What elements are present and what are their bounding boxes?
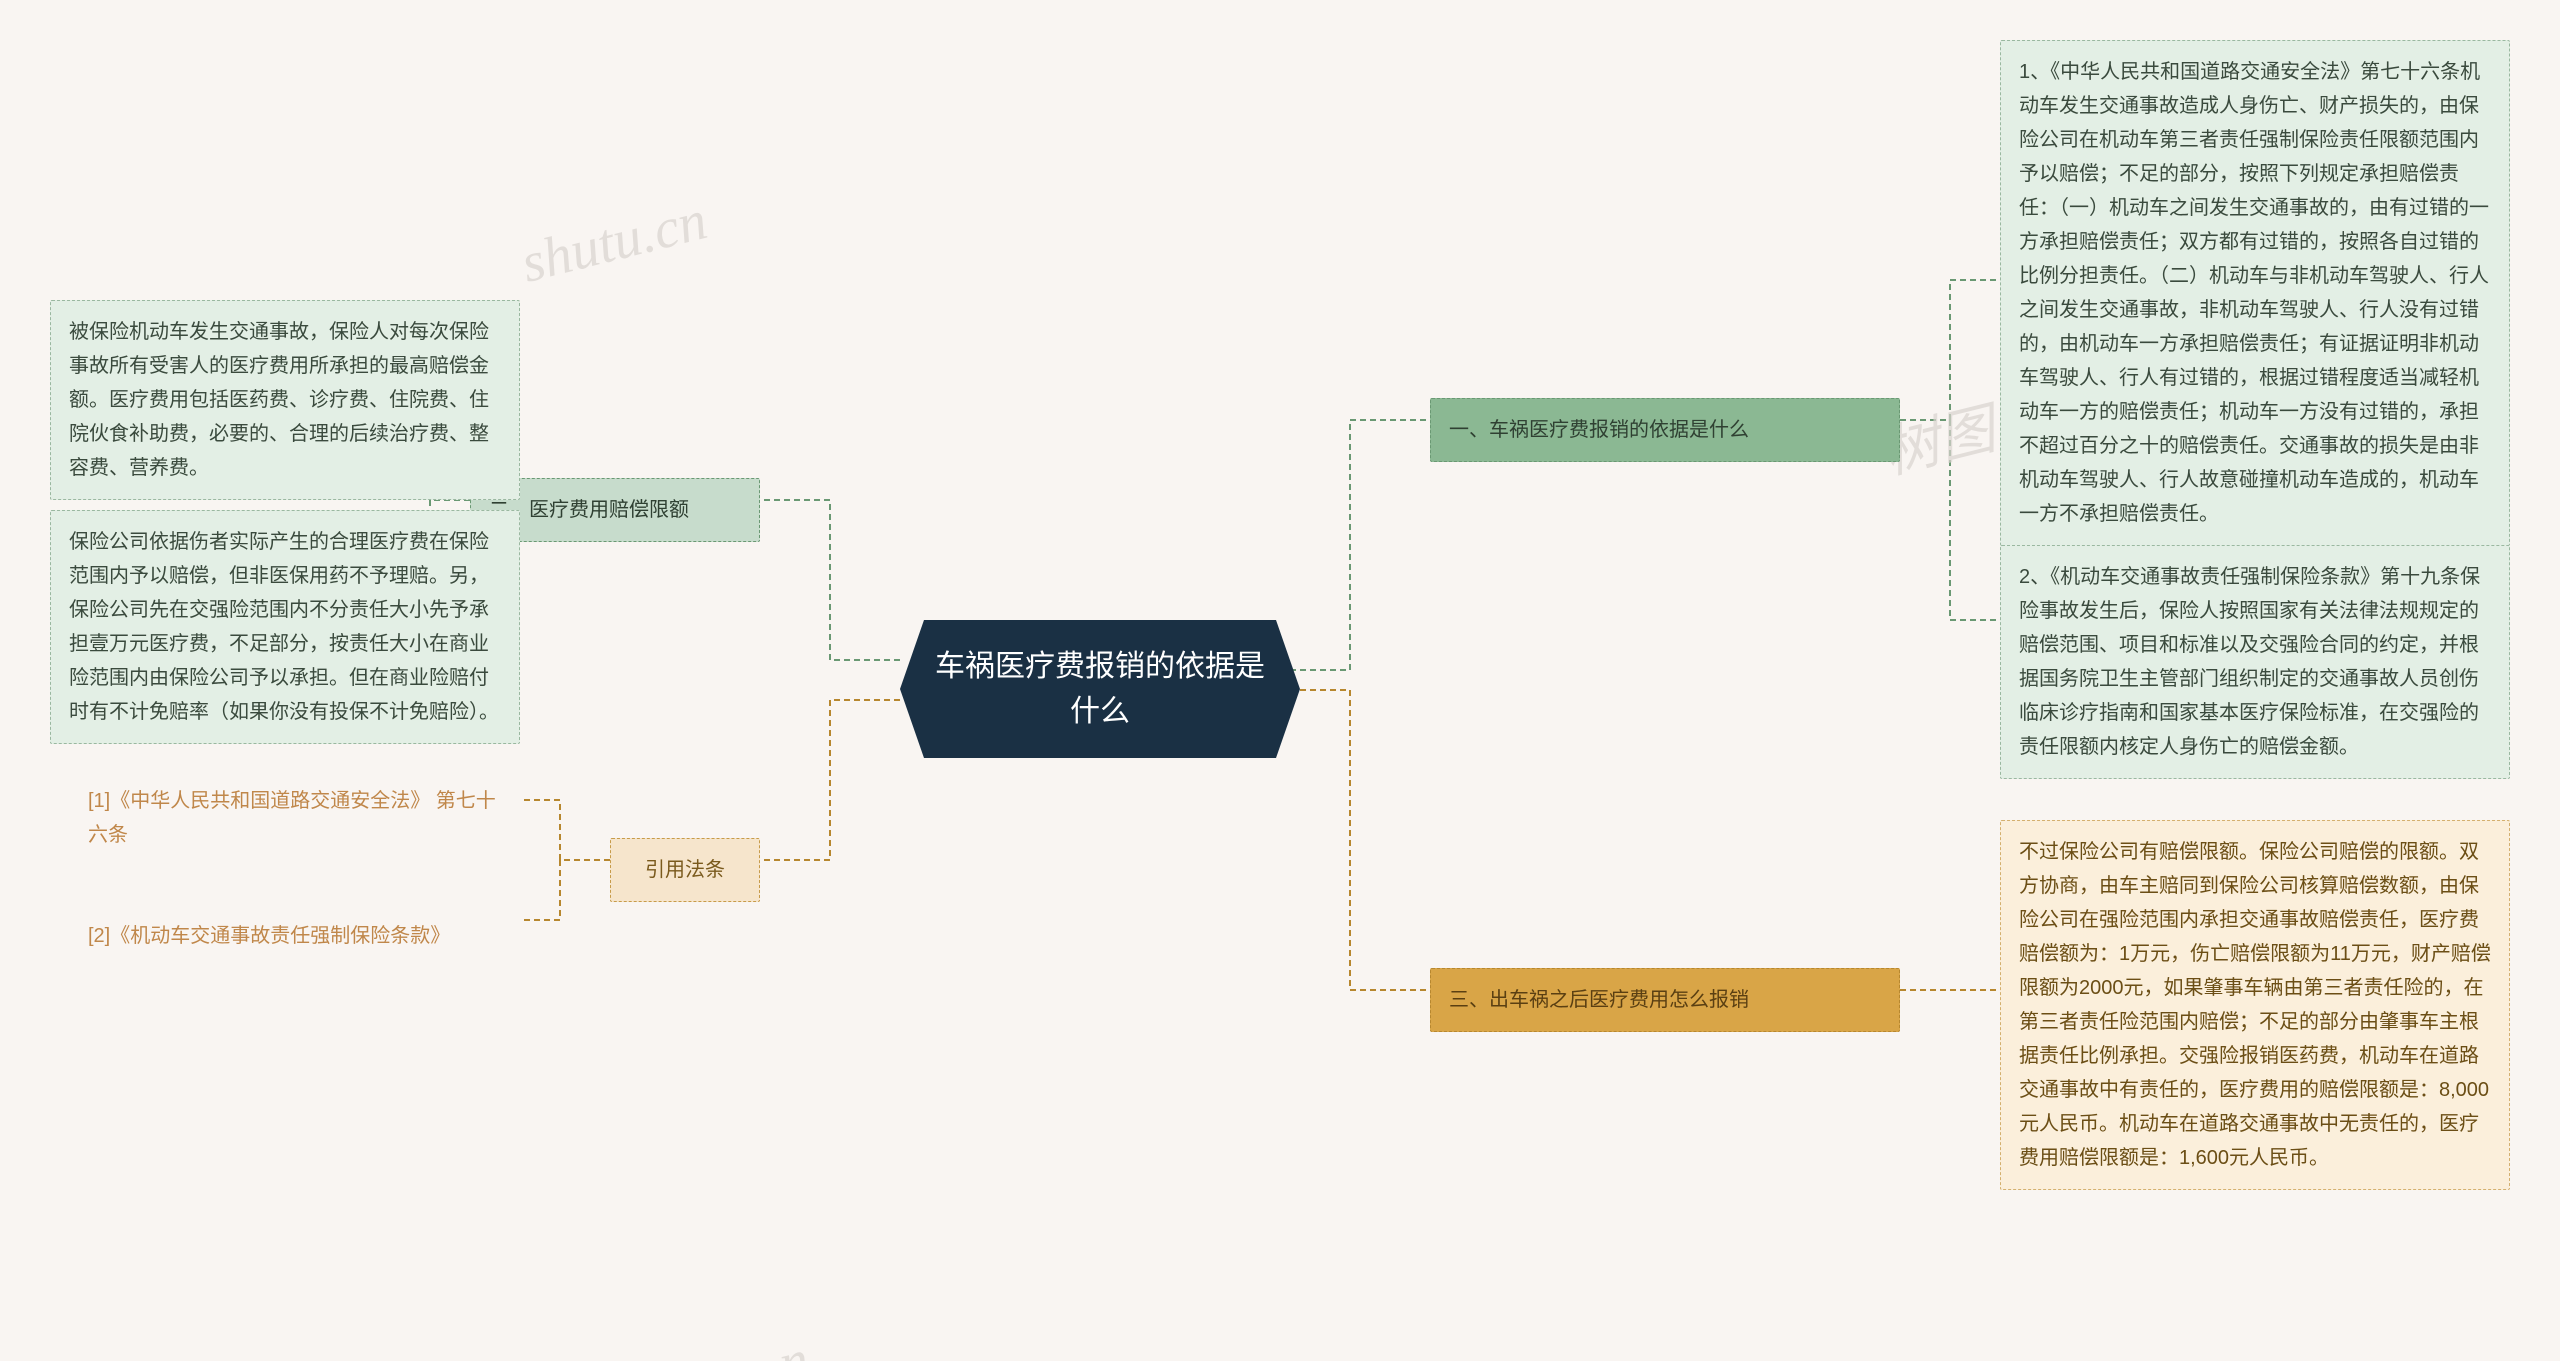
branch-3-leaf-1: 不过保险公司有赔偿限额。保险公司赔偿的限额。双方协商，由车主赔同到保险公司核算赔… [2000,820,2510,1190]
refs-leaf-2: [2]《机动车交通事故责任强制保险条款》 [70,905,520,967]
center-node[interactable]: 车祸医疗费报销的依据是什么 [900,620,1300,758]
branch-3[interactable]: 三、出车祸之后医疗费用怎么报销 [1430,968,1900,1032]
watermark-3: n [773,1328,816,1361]
branch-1[interactable]: 一、车祸医疗费报销的依据是什么 [1430,398,1900,462]
refs-leaf-1: [1]《中华人民共和国道路交通安全法》 第七十六条 [70,770,520,866]
branch-1-leaf-2: 2、《机动车交通事故责任强制保险条款》第十九条保险事故发生后，保险人按照国家有关… [2000,545,2510,779]
branch-refs[interactable]: 引用法条 [610,838,760,902]
branch-1-leaf-1: 1、《中华人民共和国道路交通安全法》第七十六条机动车发生交通事故造成人身伤亡、财… [2000,40,2510,546]
branch-2-leaf-1: 被保险机动车发生交通事故，保险人对每次保险事故所有受害人的医疗费用所承担的最高赔… [50,300,520,500]
watermark-1: shutu.cn [515,188,713,296]
branch-2-leaf-2: 保险公司依据伤者实际产生的合理医疗费在保险范围内予以赔偿，但非医保用药不予理赔。… [50,510,520,744]
